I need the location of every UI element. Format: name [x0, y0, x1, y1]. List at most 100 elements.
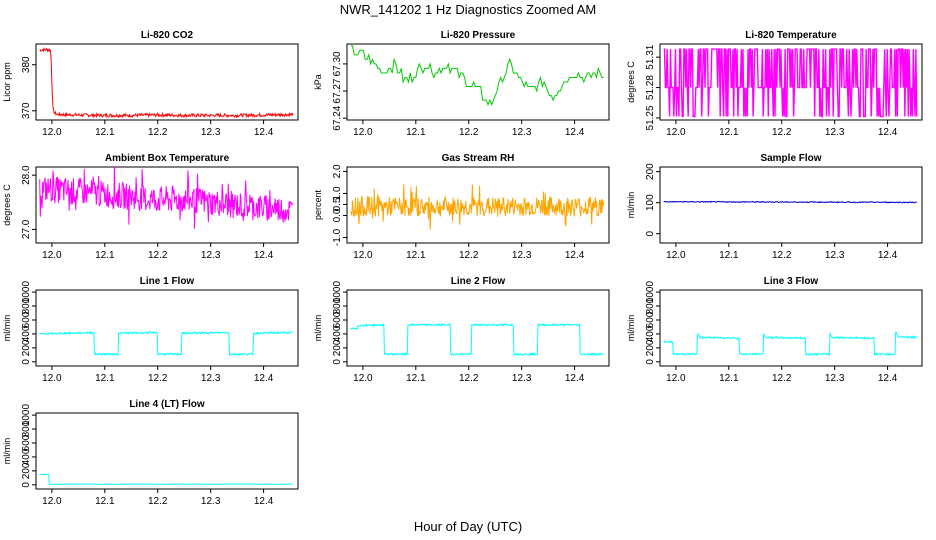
panel-8: Line 2 Flow ml/min 12.0 12.1 12.2 12.3 12.4 0 20… — [313, 276, 610, 384]
x-tick-label: 12.1 — [406, 127, 426, 138]
y-tick-label: -1.0 — [332, 228, 343, 246]
x-tick-label: 12.2 — [772, 127, 792, 138]
x-tick-label: 12.4 — [254, 496, 274, 507]
x-tick-label: 12.4 — [565, 127, 585, 138]
x-tick-label: 12.2 — [459, 127, 479, 138]
plot-frame — [659, 166, 923, 244]
plot-frame — [659, 289, 923, 367]
panel-3: Li-820 Temperature degrees C 12.0 12.1 12.2 1… — [626, 30, 923, 138]
x-tick-label: 12.4 — [254, 250, 274, 261]
x-tick-label: 12.1 — [719, 250, 739, 261]
y-tick-label: 200 — [645, 339, 656, 356]
plot-frame — [346, 43, 610, 121]
y-tick-label: 0 — [21, 482, 32, 488]
plot-frame — [346, 289, 610, 367]
x-tick-label: 12.4 — [878, 127, 898, 138]
y-axis-label: percent — [313, 189, 323, 220]
x-tick-label: 12.1 — [719, 127, 739, 138]
x-tick-label: 12.2 — [148, 496, 168, 507]
plot-frame — [35, 289, 299, 367]
x-tick-label: 12.1 — [719, 373, 739, 384]
panel-title: Line 3 Flow — [764, 276, 819, 287]
series-line — [39, 47, 294, 119]
y-tick-label: 200 — [21, 339, 32, 356]
y-tick-label: 400 — [332, 325, 343, 342]
y-tick-label: 1000 — [21, 404, 32, 427]
panel-title: Line 2 Flow — [451, 276, 506, 287]
panel-4: Ambient Box Temperature degrees C 12.0 12.1… — [2, 153, 299, 261]
y-tick-label: 0 — [21, 359, 32, 365]
y-tick-label: 380 — [21, 56, 32, 73]
x-tick-label: 12.3 — [512, 250, 532, 261]
y-tick-label: 27.0 — [21, 219, 32, 239]
series-line — [350, 45, 604, 106]
x-tick-label: 12.4 — [254, 373, 274, 384]
y-axis-label: kPa — [313, 74, 323, 90]
x-tick-label: 12.2 — [459, 250, 479, 261]
y-tick-label: 51.25 — [645, 105, 656, 130]
panel-title: Ambient Box Temperature — [105, 153, 230, 164]
y-tick-label: 67.30 — [332, 51, 343, 76]
x-tick-label: 12.0 — [42, 496, 62, 507]
series-line — [350, 322, 605, 357]
panels: Li-820 CO2 Licor ppm 12.0 12.1 12.2 12.3 12.4 3… — [2, 30, 923, 507]
y-tick-label: 600 — [645, 311, 656, 328]
y-tick-label: 200 — [21, 462, 32, 479]
y-tick-label: 1000 — [645, 281, 656, 304]
y-tick-label: 67.27 — [332, 78, 343, 103]
y-axis-label: degrees C — [2, 184, 12, 226]
y-tick-label: 800 — [332, 297, 343, 314]
x-tick-label: 12.4 — [878, 373, 898, 384]
y-tick-label: 0 — [645, 230, 656, 236]
y-tick-label: 2.0 — [332, 164, 343, 178]
x-tick-label: 12.4 — [565, 250, 585, 261]
x-tick-label: 12.3 — [201, 127, 221, 138]
x-tick-label: 12.3 — [512, 127, 532, 138]
y-axis-label: ml/min — [2, 438, 12, 465]
series-line — [350, 184, 605, 230]
panel-6: Sample Flow ml/min 12.0 12.1 12.2 12.3 12.4 0 10… — [626, 153, 923, 261]
figure-title: NWR_141202 1 Hz Diagnostics Zoomed AM — [340, 2, 597, 17]
x-tick-label: 12.4 — [878, 250, 898, 261]
x-tick-label: 12.0 — [42, 127, 62, 138]
y-axis-label: Licor ppm — [2, 62, 12, 102]
figure-xlabel: Hour of Day (UTC) — [414, 519, 522, 534]
x-tick-label: 12.2 — [148, 127, 168, 138]
y-tick-label: 1000 — [21, 281, 32, 304]
y-axis-label: ml/min — [2, 315, 12, 342]
panel-title: Line 1 Flow — [140, 276, 195, 287]
y-tick-label: 800 — [645, 297, 656, 314]
y-tick-label: 800 — [21, 297, 32, 314]
x-tick-label: 12.0 — [353, 127, 373, 138]
x-tick-label: 12.3 — [512, 373, 532, 384]
x-tick-label: 12.3 — [825, 127, 845, 138]
y-axis-label: ml/min — [313, 315, 323, 342]
x-tick-label: 12.0 — [42, 373, 62, 384]
x-tick-label: 12.2 — [148, 250, 168, 261]
series-line — [39, 473, 293, 485]
panel-9: Line 3 Flow ml/min 12.0 12.1 12.2 12.3 12.4 0 20… — [626, 276, 923, 384]
panel-5: Gas Stream RH percent 12.0 12.1 12.2 12.3 12.4… — [313, 153, 610, 261]
x-tick-label: 12.2 — [148, 373, 168, 384]
x-tick-label: 12.0 — [42, 250, 62, 261]
y-tick-label: 600 — [332, 311, 343, 328]
x-tick-label: 12.2 — [772, 373, 792, 384]
plot-frame — [659, 43, 923, 121]
plot-frame — [346, 166, 610, 244]
y-tick-label: 0.0 — [332, 208, 343, 222]
plot-frame — [35, 166, 299, 244]
x-tick-label: 12.0 — [353, 250, 373, 261]
y-tick-label: 400 — [645, 325, 656, 342]
x-tick-label: 12.3 — [201, 496, 221, 507]
y-tick-label: 600 — [21, 434, 32, 451]
y-tick-label: 51.31 — [645, 44, 656, 69]
panel-2: Li-820 Pressure kPa 12.0 12.1 12.2 12.3 12.4 67… — [313, 30, 610, 138]
plot-frame — [35, 43, 299, 121]
y-axis-label: ml/min — [626, 192, 636, 219]
x-tick-label: 12.1 — [406, 250, 426, 261]
y-tick-label: 28.0 — [21, 165, 32, 185]
x-tick-label: 12.3 — [201, 373, 221, 384]
panel-10: Line 4 (LT) Flow ml/min 12.0 12.1 12.2 12.3 12… — [2, 399, 299, 507]
y-tick-label: 0 — [645, 359, 656, 365]
